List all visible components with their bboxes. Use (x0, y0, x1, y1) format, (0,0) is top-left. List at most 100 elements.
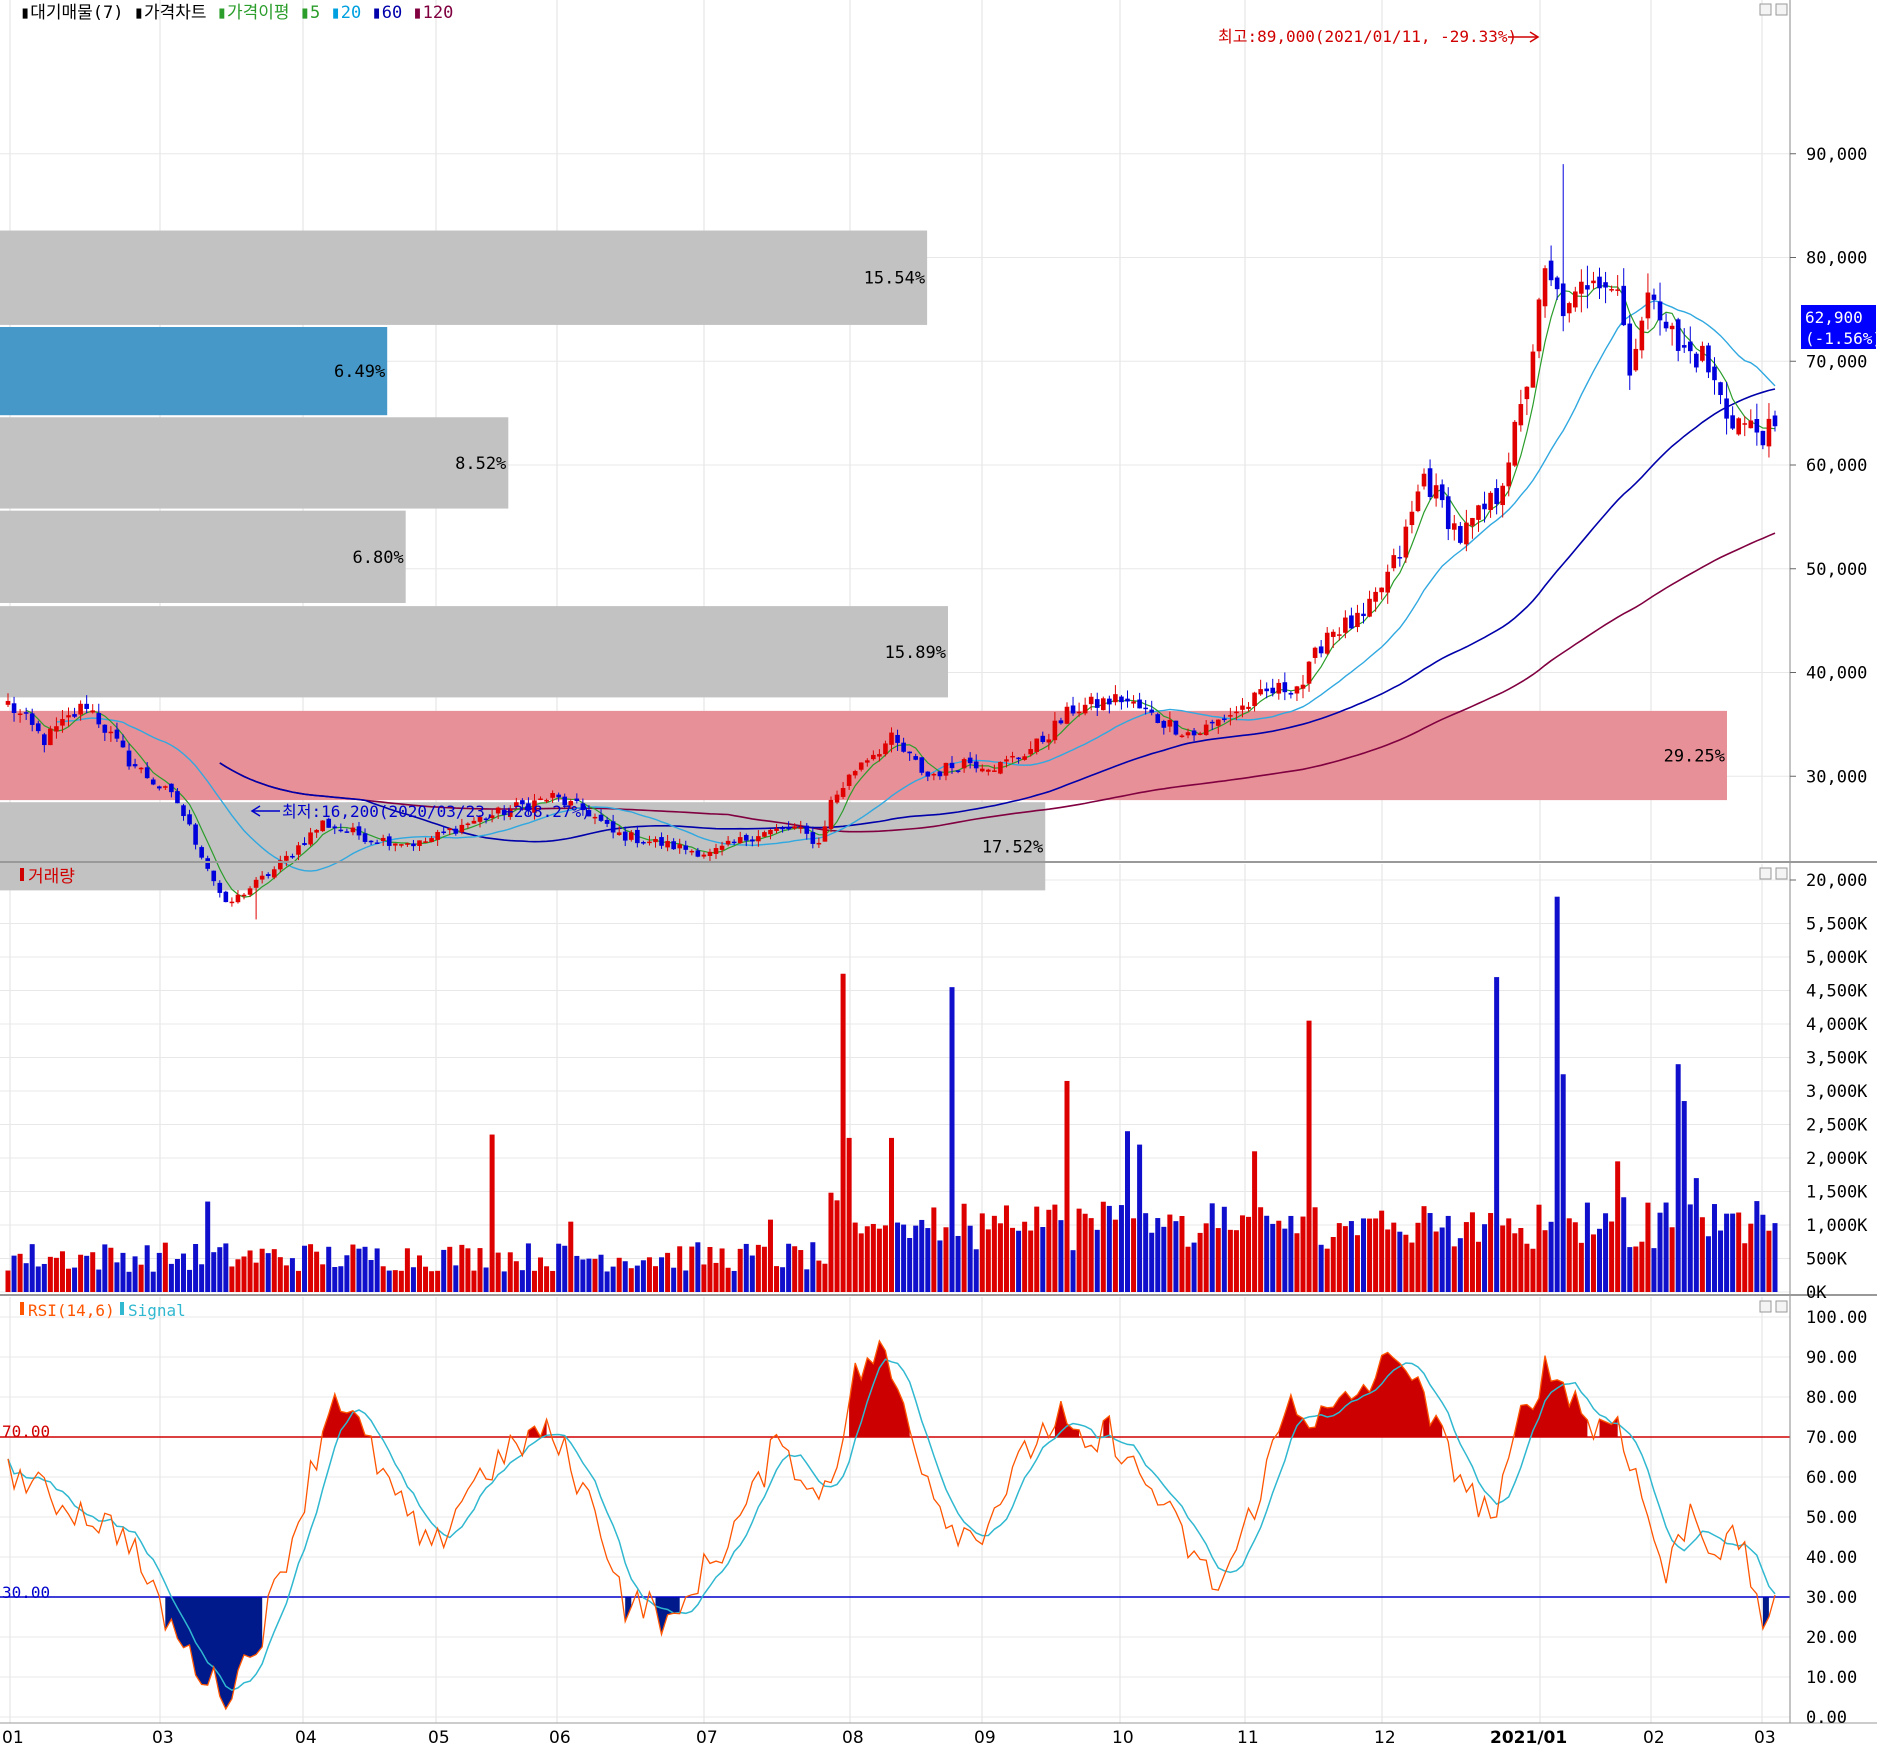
candle-body (955, 770, 961, 772)
volume-bar (1724, 1213, 1730, 1292)
volume-bar (1203, 1223, 1209, 1292)
panel-window-icons[interactable] (1759, 3, 1788, 1313)
volume-bar (1566, 1218, 1572, 1292)
rsi-y-tick: 60.00 (1806, 1468, 1857, 1488)
panel-control-icon[interactable] (1759, 3, 1772, 16)
volume-bar (253, 1262, 259, 1292)
candle-body (259, 875, 265, 880)
rsi-y-tick: 10.00 (1806, 1668, 1857, 1688)
candle-body (1119, 696, 1124, 703)
volume-bar (320, 1264, 326, 1292)
volume-bar (1748, 1223, 1754, 1292)
volume-bar (792, 1246, 798, 1292)
candle-body (175, 791, 180, 804)
candle-body (5, 700, 11, 705)
candle-body (1016, 757, 1021, 760)
volume-bar (1560, 1074, 1566, 1292)
volume-bar (834, 1200, 840, 1292)
volume-bar (1270, 1223, 1276, 1292)
volume-bar (1439, 1227, 1445, 1292)
candle-body (1409, 511, 1415, 526)
candle-body (568, 801, 574, 806)
volume-bar (314, 1251, 320, 1292)
candle-body (1445, 496, 1451, 530)
volume-bar (180, 1253, 186, 1292)
candle-body (683, 845, 689, 850)
volume-bar (1106, 1205, 1112, 1292)
candle-body (1579, 281, 1584, 294)
candle-body (471, 820, 477, 824)
volume-bar (441, 1249, 447, 1292)
rsi-y-tick: 70.00 (1806, 1428, 1857, 1448)
candle-body (1246, 706, 1251, 709)
volume-bar (483, 1267, 489, 1292)
volume-bar (943, 1227, 949, 1292)
candle-body (501, 809, 507, 815)
candle-body (1687, 341, 1693, 352)
volume-bar (659, 1257, 665, 1292)
volume-bar (241, 1256, 247, 1292)
candle-body (435, 831, 440, 840)
candle-body (483, 818, 489, 821)
volume-profile-bar (0, 606, 948, 698)
candle-body (1573, 291, 1578, 308)
volume-bar (507, 1252, 513, 1292)
candle-body (852, 771, 858, 776)
candle-body (526, 803, 531, 811)
candle-body (1433, 485, 1439, 499)
volume-y-tick: 1,000K (1806, 1216, 1868, 1236)
candle-body (1470, 517, 1475, 526)
x-tick-label: 11 (1237, 1728, 1259, 1748)
candle-body (386, 836, 392, 846)
volume-bar (901, 1224, 907, 1292)
panel-control-icon[interactable] (1759, 1300, 1772, 1313)
panel-control-icon[interactable] (1775, 3, 1788, 16)
candle-body (1100, 698, 1106, 711)
volume-bar (1385, 1229, 1391, 1292)
volume-bar (1736, 1212, 1742, 1292)
legend-volume-label: 거래량 (28, 867, 75, 887)
candle-body (1300, 684, 1306, 689)
volume-bar (1330, 1236, 1336, 1292)
volume-profile-label: 8.52% (455, 454, 506, 474)
volume-bar (211, 1252, 217, 1292)
volume-bar (1615, 1161, 1621, 1292)
volume-bar (84, 1255, 90, 1292)
candle-body (48, 728, 53, 746)
panel-control-icon[interactable] (1775, 1300, 1788, 1313)
candle-body (1742, 423, 1748, 425)
candle-body (834, 794, 840, 803)
volume-bar (471, 1270, 477, 1292)
candle-body (1530, 351, 1536, 388)
volume-bar (1252, 1151, 1258, 1292)
candle-body (574, 798, 580, 802)
volume-bar (423, 1266, 429, 1292)
candle-body (556, 794, 561, 798)
candle-body (132, 764, 138, 767)
volume-bar (925, 1228, 931, 1292)
volume-bar (1125, 1131, 1131, 1292)
volume-profile-bar (0, 510, 406, 603)
panel-control-icon[interactable] (1775, 867, 1788, 880)
candle-body (731, 841, 737, 844)
x-tick-label: 08 (842, 1728, 864, 1748)
candle-body (1234, 711, 1239, 714)
x-tick-label: 06 (549, 1728, 571, 1748)
volume-bar (35, 1266, 41, 1292)
candle-body (362, 833, 368, 842)
volume-bar (1397, 1231, 1403, 1292)
volume-bar (289, 1258, 295, 1292)
volume-bar (174, 1258, 180, 1292)
candle-body (1185, 732, 1191, 736)
volume-bar (858, 1233, 864, 1292)
panel-control-icon[interactable] (1759, 867, 1772, 880)
volume-bar (562, 1245, 568, 1292)
candle-body (671, 841, 676, 850)
volume-bar (1415, 1222, 1421, 1292)
price-y-tick: 80,000 (1806, 249, 1867, 269)
volume-bar (1603, 1213, 1609, 1292)
candle-body (635, 829, 640, 844)
volume-bar (1681, 1101, 1687, 1292)
